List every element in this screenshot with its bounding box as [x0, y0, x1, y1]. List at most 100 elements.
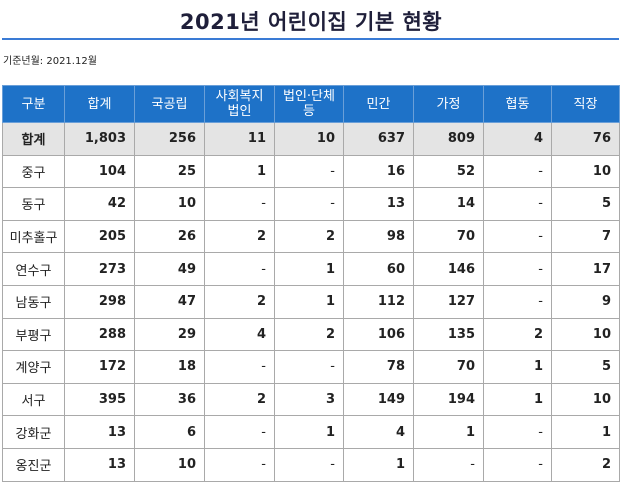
count-cell: 4 [343, 415, 414, 449]
count-cell: 172 [64, 350, 135, 384]
count-cell: 13 [64, 447, 135, 482]
count-cell: 2 [274, 219, 344, 254]
table-row: 남동구 298 47 2 1 112 127-9 [2, 284, 620, 319]
district-name-cell: 강화군 [2, 415, 65, 449]
count-cell: - [274, 154, 344, 189]
count-cell: 52 [413, 154, 484, 189]
total-row: 합계 1,803 256 11 10 637 809 4 76 [2, 122, 620, 156]
count-cell: 104 [64, 154, 135, 189]
count-cell: 60 [343, 252, 414, 286]
daycare-status-table: 구분 합계 국공립 사회복지 법인 법인·단체 등 민간 가정 협동 직장 합계 1,803 256 11… [2, 85, 620, 482]
table-row: 중구 104 25 1-16 52-10 [2, 154, 620, 189]
count-cell: 10 [551, 382, 620, 417]
count-cell: - [413, 447, 484, 482]
count-cell: - [204, 252, 275, 286]
district-name-cell: 미추홀구 [2, 219, 65, 254]
count-cell: 47 [134, 284, 205, 319]
count-cell: - [483, 252, 552, 286]
district-name-cell: 동구 [2, 187, 65, 221]
count-cell: 4 [204, 317, 275, 352]
count-cell: 288 [64, 317, 135, 352]
count-cell: 1 [551, 415, 620, 449]
table-row: 강화군 13 6-1 4 1-1 [2, 415, 620, 449]
district-name-cell: 옹진군 [2, 447, 65, 482]
count-cell: - [483, 284, 552, 319]
count-cell: 1 [274, 252, 344, 286]
table-row: 연수구 273 49-1 60 146-17 [2, 252, 620, 286]
table-row: 옹진군 13 10- -1- -2 [2, 447, 620, 482]
table-row: 동구 42 10- -13 14-5 [2, 187, 620, 221]
column-header: 민간 [343, 85, 414, 123]
reference-date: 기준년월: 2021.12월 [3, 56, 97, 67]
count-cell: 5 [551, 187, 620, 221]
count-cell: 2 [551, 447, 620, 482]
count-cell: 6 [134, 415, 205, 449]
count-cell: 10 [134, 447, 205, 482]
count-cell: 25 [134, 154, 205, 189]
count-cell: 395 [64, 382, 135, 417]
count-cell: 17 [551, 252, 620, 286]
count-cell: - [483, 447, 552, 482]
column-header: 직장 [551, 85, 620, 123]
count-cell: 14 [413, 187, 484, 221]
table-body: 합계 1,803 256 11 10 637 809 4 76 중구 104 25 1-16 52-10 동… [2, 122, 620, 482]
table-row: 부평구 288 29 4 2 106 135 2 10 [2, 317, 620, 352]
count-cell: 256 [134, 122, 205, 156]
count-cell: 273 [64, 252, 135, 286]
count-cell: - [274, 447, 344, 482]
count-cell: 11 [204, 122, 275, 156]
column-header: 구분 [2, 85, 65, 123]
count-cell: - [483, 187, 552, 221]
count-cell: 2 [274, 317, 344, 352]
count-cell: - [483, 415, 552, 449]
column-header: 협동 [483, 85, 552, 123]
count-cell: 42 [64, 187, 135, 221]
district-name-cell: 합계 [2, 122, 65, 156]
count-cell: 127 [413, 284, 484, 319]
count-cell: 10 [551, 317, 620, 352]
count-cell: - [204, 447, 275, 482]
count-cell: 78 [343, 350, 414, 384]
count-cell: 10 [134, 187, 205, 221]
district-name-cell: 중구 [2, 154, 65, 189]
count-cell: 194 [413, 382, 484, 417]
count-cell: 3 [274, 382, 344, 417]
count-cell: 16 [343, 154, 414, 189]
count-cell: 1 [343, 447, 414, 482]
count-cell: 70 [413, 219, 484, 254]
count-cell: 70 [413, 350, 484, 384]
count-cell: 809 [413, 122, 484, 156]
page-title: 2021년 어린이집 기본 현황 [179, 10, 443, 34]
count-cell: 1 [274, 415, 344, 449]
district-name-cell: 부평구 [2, 317, 65, 352]
count-cell: 149 [343, 382, 414, 417]
count-cell: 36 [134, 382, 205, 417]
count-cell: - [483, 154, 552, 189]
count-cell: 10 [551, 154, 620, 189]
count-cell: 146 [413, 252, 484, 286]
count-cell: 1 [413, 415, 484, 449]
count-cell: 1 [204, 154, 275, 189]
count-cell: 1 [483, 350, 552, 384]
count-cell: 298 [64, 284, 135, 319]
district-name-cell: 남동구 [2, 284, 65, 319]
count-cell: 18 [134, 350, 205, 384]
count-cell: 9 [551, 284, 620, 319]
count-cell: 1,803 [64, 122, 135, 156]
count-cell: 637 [343, 122, 414, 156]
column-header: 합계 [64, 85, 135, 123]
district-name-cell: 서구 [2, 382, 65, 417]
count-cell: 1 [274, 284, 344, 319]
count-cell: 98 [343, 219, 414, 254]
count-cell: 4 [483, 122, 552, 156]
count-cell: 76 [551, 122, 620, 156]
count-cell: 7 [551, 219, 620, 254]
count-cell: 2 [204, 382, 275, 417]
count-cell: - [204, 187, 275, 221]
count-cell: 1 [483, 382, 552, 417]
count-cell: 106 [343, 317, 414, 352]
count-cell: 2 [204, 219, 275, 254]
count-cell: 205 [64, 219, 135, 254]
count-cell: 135 [413, 317, 484, 352]
count-cell: 2 [483, 317, 552, 352]
